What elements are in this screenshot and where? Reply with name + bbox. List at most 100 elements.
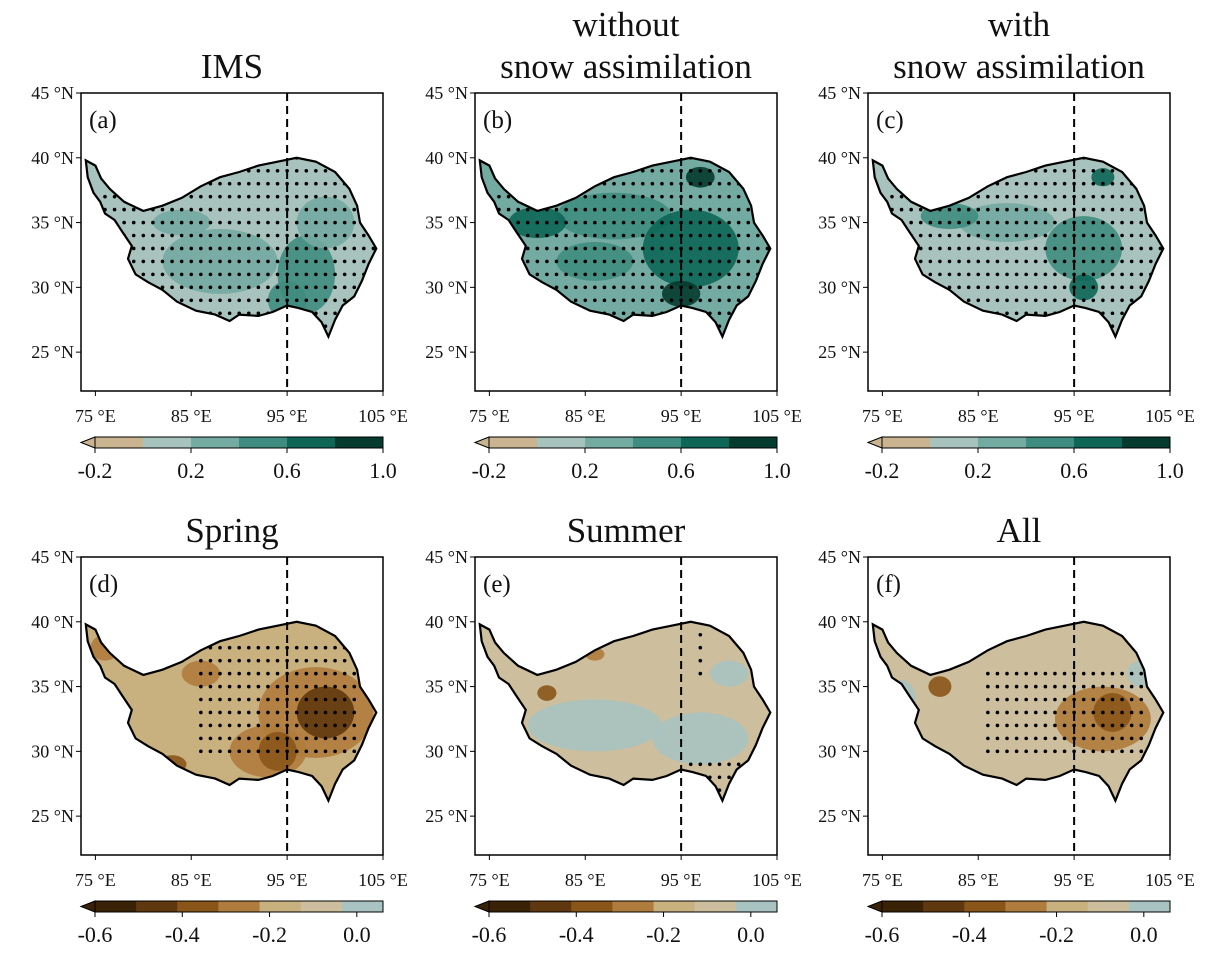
stipple-dot xyxy=(717,233,722,238)
stipple-dot xyxy=(1129,697,1134,702)
colorbar-swatch xyxy=(136,901,178,912)
stipple-dot xyxy=(938,194,942,199)
x-tick-label: 95 °E xyxy=(1054,870,1095,890)
stipple-dot xyxy=(208,259,213,264)
region-outline xyxy=(84,156,378,340)
stipple-dot xyxy=(256,749,261,754)
stipple-dot xyxy=(1043,311,1048,316)
stipple-dot xyxy=(294,658,299,663)
stipple-dot xyxy=(256,220,261,225)
stipple-dot xyxy=(593,298,597,303)
colorbar-swatch xyxy=(177,901,219,912)
stipple-dot xyxy=(938,246,942,251)
stipple-dot xyxy=(218,684,222,689)
stipple-dot xyxy=(612,181,616,186)
stipple-dot xyxy=(1024,337,1028,341)
stipple-dot xyxy=(246,723,251,728)
stipple-dot xyxy=(1081,259,1086,264)
stipple-dot xyxy=(688,181,693,186)
stipple-dot xyxy=(1139,749,1144,754)
stipple-dot xyxy=(1091,207,1096,212)
stipple-dot xyxy=(342,710,347,715)
stipple-dot xyxy=(1062,736,1067,741)
stipple-dot xyxy=(1091,194,1096,199)
stipple-dot xyxy=(189,311,194,316)
stipple-dot xyxy=(1043,220,1048,225)
stipple-dot xyxy=(947,194,952,199)
stipple-dot xyxy=(246,207,251,212)
colorbar-tick-label: 0.6 xyxy=(1060,458,1088,483)
stipple-dot xyxy=(218,194,222,199)
stipple-dot xyxy=(708,157,712,160)
stipple-dot xyxy=(966,246,971,251)
stipple-dot xyxy=(1005,710,1009,715)
stipple-dot xyxy=(631,285,635,290)
stipple-dot xyxy=(371,181,376,186)
stipple-dot xyxy=(1082,337,1086,341)
stipple-dot xyxy=(593,324,597,329)
stipple-dot xyxy=(621,246,626,251)
stipple-dot xyxy=(564,220,568,225)
stipple-dot xyxy=(890,259,894,264)
stipple-dot xyxy=(1120,337,1124,341)
stipple-dot xyxy=(708,788,712,793)
stipple-dot xyxy=(1149,324,1153,329)
stipple-dot xyxy=(1062,324,1067,329)
stipple-dot xyxy=(342,298,347,303)
stipple-dot xyxy=(1101,671,1105,676)
stipple-dot xyxy=(1110,207,1115,212)
stipple-dot xyxy=(650,324,655,329)
stipple-dot xyxy=(966,220,971,225)
stipple-dot xyxy=(736,788,741,793)
stipple-dot xyxy=(1014,723,1019,728)
stipple-dot xyxy=(1062,157,1067,160)
panel-title: with xyxy=(988,5,1051,44)
stipple-dot xyxy=(765,298,770,303)
y-tick-label: 40 °N xyxy=(31,612,74,632)
stipple-dot xyxy=(583,272,588,277)
stipple-dot xyxy=(976,285,981,290)
stipple-dot xyxy=(640,246,645,251)
stipple-dot xyxy=(266,181,270,186)
stipple-dot xyxy=(122,311,126,316)
stipple-dot xyxy=(497,311,501,316)
stipple-dot xyxy=(669,246,674,251)
stipple-dot xyxy=(727,298,731,303)
stipple-dot xyxy=(1101,207,1105,212)
stipple-dot xyxy=(688,194,693,199)
stipple-dot xyxy=(641,337,645,341)
stipple-dot xyxy=(323,181,328,186)
stipple-dot xyxy=(1149,298,1153,303)
stipple-dot xyxy=(660,324,664,329)
stipple-dot xyxy=(593,285,597,290)
stipple-dot xyxy=(323,259,328,264)
stipple-dot xyxy=(688,775,693,780)
stipple-dot xyxy=(1158,181,1163,186)
stipple-dot xyxy=(995,207,1000,212)
stipple-dot xyxy=(266,246,270,251)
colorbar-tick-label: 0.6 xyxy=(667,458,695,483)
stipple-dot xyxy=(698,298,703,303)
stipple-dot xyxy=(583,311,588,316)
stipple-dot xyxy=(727,311,731,316)
stipple-dot xyxy=(362,259,366,264)
colorbar-extend xyxy=(866,436,883,449)
stipple-dot xyxy=(765,181,770,186)
stipple-dot xyxy=(237,207,241,212)
stipple-dot xyxy=(1081,246,1086,251)
stipple-dot xyxy=(756,311,760,316)
colorbar-frame xyxy=(94,900,384,913)
stipple-dot xyxy=(1091,285,1096,290)
stipple-dot xyxy=(1101,749,1105,754)
stipple-dot xyxy=(1033,736,1038,741)
stipple-dot xyxy=(266,723,270,728)
stipple-dot xyxy=(525,233,530,238)
stipple-dot xyxy=(266,645,270,650)
stipple-dot xyxy=(352,285,357,290)
stipple-dot xyxy=(1158,311,1163,316)
stipple-dot xyxy=(966,324,971,329)
stipple-dot xyxy=(708,324,712,329)
stipple-dot xyxy=(890,285,894,290)
stipple-dot xyxy=(708,801,712,805)
